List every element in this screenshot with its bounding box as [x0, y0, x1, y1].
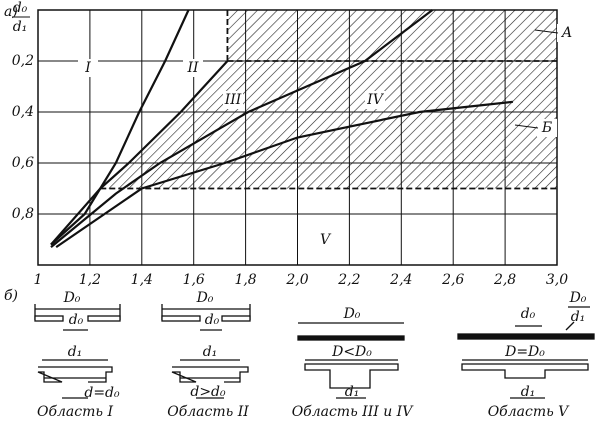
curve	[55, 100, 514, 249]
x-tick-label: 1,4	[131, 272, 153, 288]
sketch-label: D₀	[343, 306, 361, 322]
region-label: IV	[366, 92, 385, 108]
region-label: II	[186, 60, 199, 76]
x-tick-label: 1,6	[183, 272, 205, 288]
region-label: I	[84, 60, 91, 76]
sketch-label: D₀	[569, 290, 587, 306]
sketch-label: d₁	[571, 309, 586, 325]
leader-line	[514, 124, 539, 129]
sketch-caption: Область II	[167, 404, 249, 420]
y-tick-label: 0,4	[12, 104, 34, 120]
x-tick-label: 2,6	[441, 272, 464, 288]
region-label: Б	[541, 120, 552, 136]
sketch: D₀ d₁ d₀ D=D₀ d₁ Область V	[457, 290, 595, 420]
y-tick-label: 0,6	[12, 155, 34, 171]
sketch-label: d₀	[69, 312, 84, 328]
leader-line	[534, 29, 559, 34]
y-tick-label: 0,2	[12, 53, 34, 69]
region-label: А	[561, 25, 573, 41]
panel-label: а)	[4, 4, 18, 20]
sketch-label: d=d₀	[84, 385, 120, 401]
label-backdrop	[78, 59, 98, 77]
label-backdrop	[537, 119, 557, 137]
y-label: d₀	[13, 0, 28, 16]
sketch-label: d₀	[205, 312, 220, 328]
curve	[50, 9, 434, 248]
x-tick-label: 2,8	[493, 272, 516, 288]
x-tick-label: 3,0	[546, 272, 568, 288]
sketch-label: D<D₀	[331, 344, 372, 360]
sketch-label: D₀	[63, 290, 81, 306]
x-tick-label: 2,4	[389, 272, 412, 288]
label-backdrop	[183, 59, 203, 77]
label-backdrop	[365, 91, 385, 109]
sketch: D₀ d₀ d₁ d=d₀ Область I	[34, 290, 121, 420]
sketch-label: D₀	[196, 290, 214, 306]
hatched-area	[227, 10, 557, 61]
y-tick-label: 0,8	[12, 206, 34, 222]
label-backdrop	[315, 231, 335, 249]
region-label: V	[320, 232, 332, 248]
sketch-label: d₁	[68, 344, 83, 360]
curve	[50, 60, 229, 246]
sketch-label: d₁	[345, 384, 360, 400]
x-tick-label: 2,2	[337, 272, 360, 288]
sketch-caption: Область III и IV	[292, 404, 415, 420]
x-tick-label: 1,2	[79, 272, 101, 288]
sketch: D₀ d₀ d₁ d>d₀ Область II	[161, 290, 251, 420]
chart: 1 1,2 1,4 1,6 1,8 2,0 2,2 2,4 2,6 2,8 3,0 0,2 0,4 0,6…	[12, 0, 577, 288]
sketch-caption: Область V	[488, 404, 570, 420]
x-tick-label: 2,0	[285, 272, 308, 288]
hatched-area	[100, 61, 557, 189]
sketch-label: d>d₀	[190, 384, 226, 400]
curve	[50, 9, 190, 246]
sketch: D₀ D<D₀ d₁ Область III и IV	[292, 306, 415, 420]
sketch-label: d₁	[521, 384, 536, 400]
x-tick-label: 1	[34, 272, 43, 288]
y-label: d₁	[13, 19, 28, 35]
x-tick-label: 1,8	[234, 272, 256, 288]
sketch-label: D=D₀	[504, 344, 545, 360]
sketch-label: d₀	[521, 306, 536, 322]
panel-label: б)	[4, 288, 18, 304]
label-backdrop	[557, 24, 577, 42]
label-backdrop	[223, 91, 243, 109]
sketch-label: d₁	[203, 344, 218, 360]
region-label: III	[224, 92, 242, 108]
sketch-caption: Область I	[37, 404, 113, 420]
